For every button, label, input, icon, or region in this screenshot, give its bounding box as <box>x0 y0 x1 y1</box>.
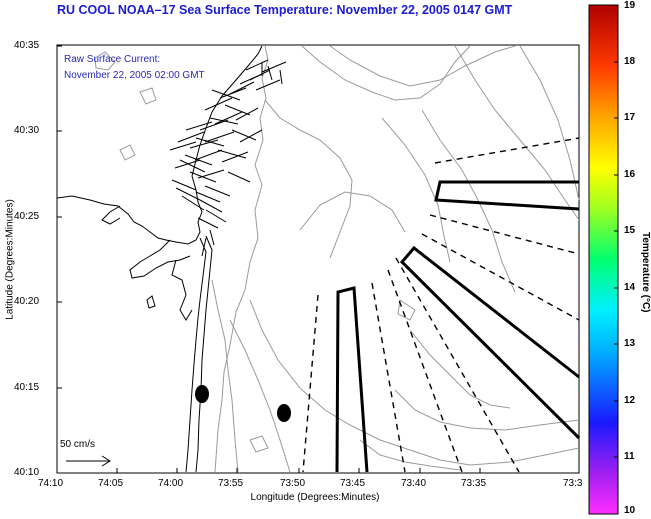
marker-dot <box>195 385 209 403</box>
x-tick: 74:05 <box>98 478 124 489</box>
colorbar-tick-label: 11 <box>624 451 635 462</box>
exclusion-zones <box>335 180 581 473</box>
x-tick: 73:50 <box>280 478 306 489</box>
y-tick: 40:20 <box>14 296 40 307</box>
colorbar-tick-label: 15 <box>624 225 636 236</box>
y-tick: 40:30 <box>14 125 40 136</box>
x-tick: 74:10 <box>38 478 64 489</box>
x-tick: 73:55 <box>218 478 244 489</box>
map-title: RU COOL NOAA–17 Sea Surface Temperature:… <box>57 3 513 17</box>
colorbar-tick-label: 17 <box>624 112 636 123</box>
colorbar-tick-label: 12 <box>624 395 636 406</box>
y-tick: 40:35 <box>14 40 40 51</box>
y-tick: 40:25 <box>14 211 40 222</box>
marker-dot <box>277 404 291 422</box>
legend-line-2: November 22, 2005 02:00 GMT <box>64 70 205 81</box>
current-vectors <box>169 59 287 257</box>
legend-line-1: Raw Surface Current: <box>64 54 161 65</box>
y-tick: 40:10 <box>14 467 40 478</box>
colorbar-ticks <box>614 4 618 515</box>
colorbar-label: Temperature (°C) <box>640 232 651 313</box>
x-tick: 73:35 <box>461 478 487 489</box>
colorbar-tick-label: 14 <box>624 282 636 293</box>
bathymetry-contours <box>94 45 580 473</box>
scale-arrow <box>66 455 111 467</box>
colorbar-tick-label: 16 <box>624 169 636 180</box>
colorbar-tick-label: 13 <box>624 338 636 349</box>
colorbar-tick-label: 18 <box>624 56 636 67</box>
plot-frame <box>56 44 580 474</box>
x-tick: 74:00 <box>158 478 184 489</box>
colorbar-tick-label: 19 <box>624 0 636 11</box>
coastline <box>56 45 263 473</box>
x-tick: 73:40 <box>401 478 427 489</box>
x-tick: 73:45 <box>340 478 366 489</box>
y-tick: 40:15 <box>14 382 40 393</box>
colorbar <box>588 4 619 515</box>
scale-label: 50 cm/s <box>60 439 96 450</box>
y-axis-label: Latitude (Degrees:Minutes) <box>4 199 16 320</box>
x-tick: 73:3 <box>563 478 583 489</box>
radar-rays <box>302 137 580 473</box>
colorbar-tick-label: 10 <box>624 505 636 516</box>
tick-marks <box>56 45 580 474</box>
x-axis-label: Longitude (Degrees:Minutes) <box>250 492 380 503</box>
